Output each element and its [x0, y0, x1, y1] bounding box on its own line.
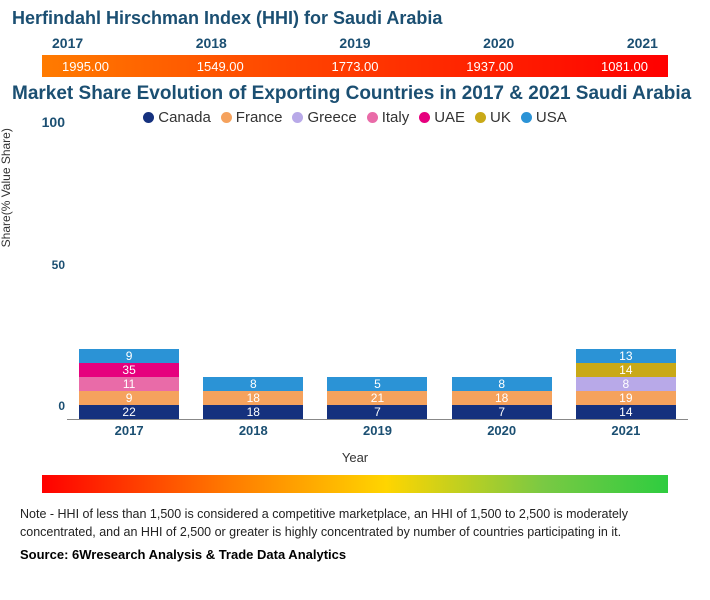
hhi-value: 1549.00 — [197, 59, 244, 74]
footnote: Note - HHI of less than 1,500 is conside… — [20, 505, 690, 541]
bar-segment: 18 — [203, 391, 303, 405]
bar-segment: 8 — [576, 377, 676, 391]
bar-segment: 14 — [576, 405, 676, 419]
x-tick-label: 2019 — [327, 423, 427, 438]
legend-item: USA — [521, 109, 567, 126]
hhi-year: 2018 — [196, 35, 227, 51]
x-axis-labels: 2017 2018 2019 2020 2021 — [67, 423, 688, 438]
y-tick: 100 — [42, 114, 65, 130]
bar-segment: 22 — [79, 405, 179, 419]
source-attribution: Source: 6Wresearch Analysis & Trade Data… — [20, 547, 690, 562]
hhi-year: 2017 — [52, 35, 83, 51]
bar-column: 141981413 — [576, 349, 676, 419]
legend-swatch — [367, 112, 378, 123]
bar-segment: 9 — [79, 391, 179, 405]
legend-label: France — [236, 109, 283, 126]
x-tick-label: 2018 — [203, 423, 303, 438]
legend-item: Canada — [143, 109, 211, 126]
hhi-year: 2021 — [627, 35, 658, 51]
legend-item: Italy — [367, 109, 410, 126]
bar-segment: 8 — [452, 377, 552, 391]
hhi-year: 2020 — [483, 35, 514, 51]
bar-segment: 11 — [79, 377, 179, 391]
legend-label: Canada — [158, 109, 211, 126]
hhi-value-bar: 1995.00 1549.00 1773.00 1937.00 1081.00 — [42, 55, 668, 77]
legend-label: USA — [536, 109, 567, 126]
legend-item: UK — [475, 109, 511, 126]
marketshare-title: Market Share Evolution of Exporting Coun… — [12, 83, 698, 105]
bar-segment: 19 — [576, 391, 676, 405]
bars-container: 229113591818872157188141981413 — [67, 138, 688, 419]
bar-segment: 7 — [452, 405, 552, 419]
legend-swatch — [292, 112, 303, 123]
bar-segment: 9 — [79, 349, 179, 363]
bar-column: 7188 — [452, 377, 552, 419]
bar-segment: 18 — [452, 391, 552, 405]
bar-segment: 14 — [576, 363, 676, 377]
x-tick-label: 2020 — [452, 423, 552, 438]
stacked-bar-chart: Share(% Value Share) 050100 229113591818… — [12, 128, 698, 448]
y-tick: 50 — [52, 258, 65, 272]
legend-swatch — [221, 112, 232, 123]
bar-segment: 7 — [327, 405, 427, 419]
spectrum-bar — [42, 475, 668, 493]
bar-column: 22911359 — [79, 349, 179, 419]
bar-segment: 21 — [327, 391, 427, 405]
legend-swatch — [143, 112, 154, 123]
bar-column: 18188 — [203, 377, 303, 419]
hhi-value: 1995.00 — [62, 59, 109, 74]
legend-item: Greece — [292, 109, 356, 126]
legend-item: UAE — [419, 109, 465, 126]
y-axis-label: Share(% Value Share) — [0, 128, 13, 247]
legend-label: Greece — [307, 109, 356, 126]
chart-legend: Canada France Greece Italy UAE UK USA — [12, 109, 698, 126]
legend-item: France — [221, 109, 283, 126]
legend-label: UAE — [434, 109, 465, 126]
legend-swatch — [521, 112, 532, 123]
legend-label: Italy — [382, 109, 410, 126]
y-axis: 050100 — [42, 138, 67, 420]
hhi-value: 1081.00 — [601, 59, 648, 74]
y-tick: 0 — [58, 399, 65, 413]
hhi-value: 1937.00 — [466, 59, 513, 74]
bar-segment: 13 — [576, 349, 676, 363]
hhi-year: 2019 — [339, 35, 370, 51]
bar-column: 7215 — [327, 377, 427, 419]
bar-segment: 18 — [203, 405, 303, 419]
x-tick-label: 2017 — [79, 423, 179, 438]
x-axis-title: Year — [12, 450, 698, 465]
hhi-value: 1773.00 — [332, 59, 379, 74]
bar-segment: 5 — [327, 377, 427, 391]
x-tick-label: 2021 — [576, 423, 676, 438]
bar-segment: 8 — [203, 377, 303, 391]
legend-swatch — [475, 112, 486, 123]
legend-swatch — [419, 112, 430, 123]
hhi-title: Herfindahl Hirschman Index (HHI) for Sau… — [12, 8, 698, 29]
plot-area: 229113591818872157188141981413 — [67, 138, 688, 420]
legend-label: UK — [490, 109, 511, 126]
hhi-year-row: 2017 2018 2019 2020 2021 — [12, 35, 698, 51]
bar-segment: 35 — [79, 363, 179, 377]
